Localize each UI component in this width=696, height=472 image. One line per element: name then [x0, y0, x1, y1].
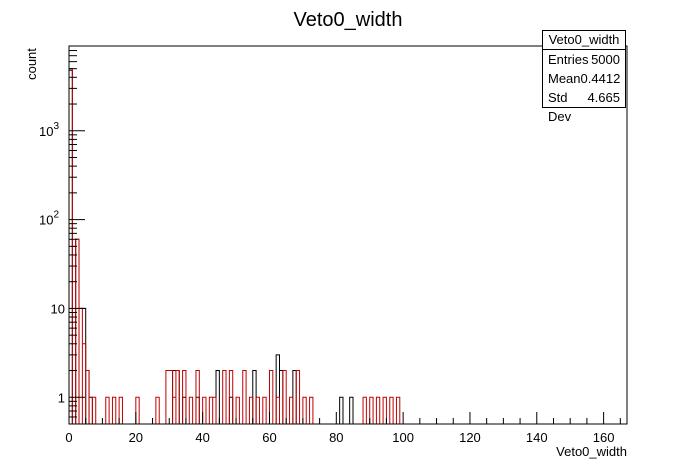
x-tick-label: 160 [593, 430, 615, 445]
stats-value: 0.4412 [580, 71, 621, 86]
stats-label: Std Dev [548, 90, 572, 124]
stats-box: Veto0_width Entries 5000 Mean 0.4412 Std… [542, 30, 626, 124]
x-tick-label: 100 [392, 430, 414, 445]
y-axis: 1 10 102 103 [39, 45, 85, 425]
series-layer [68, 68, 401, 424]
stats-row-entries: Entries 5000 [543, 50, 625, 69]
histogram-series-2 [68, 68, 401, 424]
y-tick-label: 103 [39, 121, 59, 139]
x-tick-label: 80 [329, 430, 343, 445]
stats-value: 5000 [591, 52, 620, 67]
x-tick-label: 20 [129, 430, 143, 445]
histogram-series-1 [68, 69, 354, 424]
stats-value: 4.665 [587, 90, 620, 105]
x-tick-label: 40 [195, 430, 209, 445]
y-tick-label: 10 [51, 301, 65, 316]
stats-label: Mean [548, 71, 581, 86]
x-tick-label: 140 [526, 430, 548, 445]
plot-frame [68, 45, 628, 425]
stats-title: Veto0_width [543, 31, 625, 50]
x-axis-label: Veto0_width [556, 444, 627, 459]
x-tick-label: 120 [459, 430, 481, 445]
stats-row-mean: Mean 0.4412 [543, 69, 625, 88]
stats-label: Entries [548, 52, 589, 67]
x-axis: 0 20 40 60 80 100 120 140 160 [65, 412, 621, 445]
x-tick-label: 60 [262, 430, 276, 445]
stats-row-stddev: Std Dev 4.665 [543, 88, 625, 124]
y-tick-label: 102 [39, 210, 59, 228]
y-tick-label: 1 [58, 390, 65, 405]
y-axis-label: count [24, 48, 39, 80]
chart-title: Veto0_width [294, 9, 403, 31]
x-tick-label: 0 [65, 430, 72, 445]
